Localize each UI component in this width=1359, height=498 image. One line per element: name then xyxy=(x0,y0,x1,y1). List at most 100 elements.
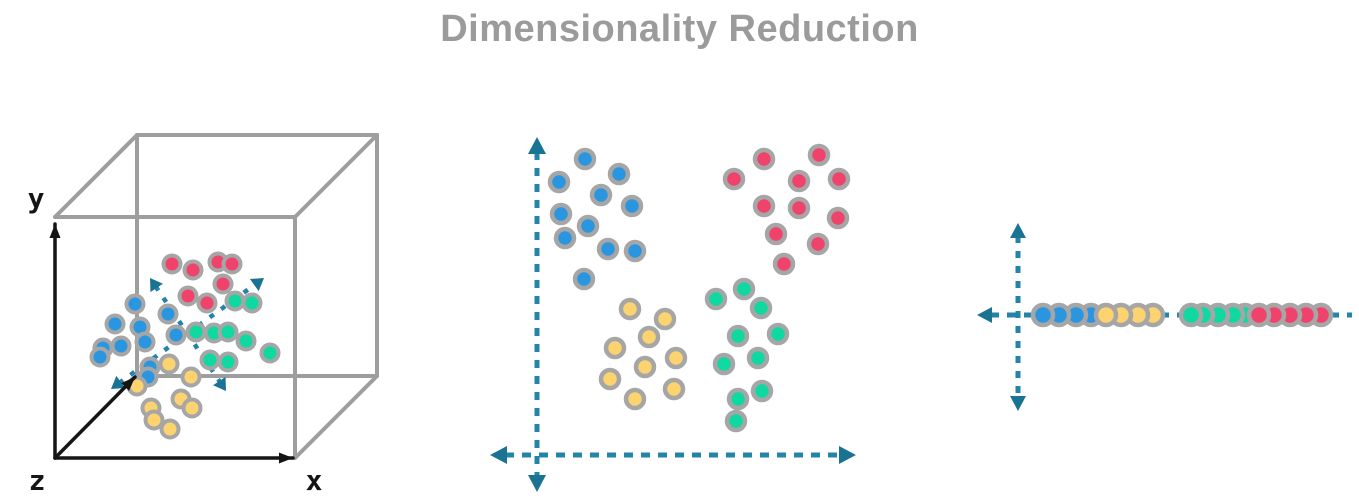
scatter2d-red-dot xyxy=(826,206,850,230)
scatter2d-red-dot xyxy=(787,196,811,220)
panel-3d-cube: y x z xyxy=(28,133,379,497)
scatter2d-green-dot xyxy=(704,287,728,311)
scatter2d-yellow-dot xyxy=(664,346,688,370)
scatter2d-blue-dot xyxy=(607,162,631,186)
scatter2d-red-dot xyxy=(807,143,831,167)
projection-arrow-1-arrowhead xyxy=(213,376,226,391)
projected-red-cluster xyxy=(1246,302,1334,328)
scatter2d-blue-dot xyxy=(589,183,613,207)
cube-green-dot xyxy=(185,321,207,343)
cube-red-dot xyxy=(161,253,183,275)
cube-red-dot xyxy=(221,253,243,275)
projected-yellow-dot xyxy=(1093,302,1119,328)
scatter2d-red-dot xyxy=(827,167,851,191)
cube-edge xyxy=(293,374,379,460)
scatter2d-yellow-dot xyxy=(633,355,657,379)
z-axis-arrowhead xyxy=(121,377,135,391)
cube-red-dot xyxy=(177,285,199,307)
scatter2d-yellow-dot xyxy=(637,325,661,349)
cube-red-dot xyxy=(182,259,204,281)
scatter2d-blue-cluster xyxy=(547,147,647,291)
cube-blue-dot xyxy=(89,346,111,368)
scatter-dots xyxy=(547,143,851,433)
scatter2d-yellow-dot xyxy=(662,377,686,401)
cube-edge xyxy=(53,133,139,219)
panel-2d-scatter xyxy=(490,137,856,492)
cube-blue-dot xyxy=(134,331,156,353)
scatter2d-blue-dot xyxy=(596,237,620,261)
scatter2d-green-cluster xyxy=(704,277,790,433)
cube-blue-dot xyxy=(110,335,132,357)
projected-dots xyxy=(1030,302,1334,328)
cube-blue-dot xyxy=(157,303,179,325)
cube-red-dot xyxy=(196,292,218,314)
projected-green-dot xyxy=(1178,302,1204,328)
x-axis-2d-arrowhead xyxy=(839,446,856,464)
cube-edge xyxy=(293,133,379,219)
y-axis-arrowhead xyxy=(49,224,61,238)
cube-red-dot xyxy=(212,273,234,295)
y-axis-2d-arrowhead xyxy=(528,475,546,492)
cube-green-cluster xyxy=(185,290,281,373)
axes-2d xyxy=(490,137,856,492)
projected-blue-cluster xyxy=(1030,302,1104,328)
scatter2d-yellow-dot xyxy=(653,307,677,331)
y-axis-label: y xyxy=(28,182,45,215)
cube-yellow-dot xyxy=(158,353,180,375)
cube-blue-dot xyxy=(104,313,126,335)
scatter2d-red-cluster xyxy=(722,143,851,276)
scatter2d-blue-dot xyxy=(623,239,647,263)
scatter2d-green-dot xyxy=(724,409,748,433)
scatter2d-yellow-dot xyxy=(623,387,647,411)
cube-yellow-dot xyxy=(180,366,202,388)
scatter2d-red-dot xyxy=(806,232,830,256)
scatter2d-green-dot xyxy=(750,379,774,403)
scatter2d-red-dot xyxy=(752,147,776,171)
x-axis-label: x xyxy=(306,464,323,497)
scatter2d-blue-dot xyxy=(573,147,597,171)
cube-yellow-cluster xyxy=(126,353,203,440)
cube-yellow-dot xyxy=(159,418,181,440)
x-axis-arrowhead xyxy=(279,452,293,464)
scatter2d-blue-dot xyxy=(547,170,571,194)
scatter2d-blue-dot xyxy=(549,202,573,226)
projection-arrow-1-arrowhead xyxy=(150,278,163,293)
x-axis-1d-arrowhead xyxy=(977,307,992,323)
projected-red-dot xyxy=(1246,302,1272,328)
cube-blue-dot xyxy=(124,293,146,315)
scatter2d-blue-dot xyxy=(576,214,600,238)
cube-green-dot xyxy=(217,351,239,373)
cube-yellow-dot xyxy=(143,409,165,431)
scatter2d-yellow-dot xyxy=(603,336,627,360)
cube-green-dot xyxy=(199,349,221,371)
cube-green-dot xyxy=(224,290,246,312)
cube-green-dot xyxy=(259,342,281,364)
scatter2d-red-dot xyxy=(772,252,796,276)
cube-axes: y x z xyxy=(28,182,323,497)
scatter2d-blue-dot xyxy=(620,194,644,218)
z-axis-label: z xyxy=(29,464,46,497)
scatter2d-green-dot xyxy=(749,296,773,320)
diagram-title: Dimensionality Reduction xyxy=(440,8,919,50)
scatter2d-green-dot xyxy=(726,387,750,411)
cube-wireframe xyxy=(53,133,379,460)
panel-1d-projection xyxy=(977,223,1352,411)
scatter2d-red-dot xyxy=(752,194,776,218)
cube-blue-cluster xyxy=(89,293,187,388)
scatter2d-blue-dot xyxy=(553,226,577,250)
projected-blue-dot xyxy=(1030,302,1056,328)
scatter2d-yellow-dot xyxy=(618,297,642,321)
cube-dots xyxy=(89,251,281,440)
cube-yellow-dot xyxy=(181,397,203,419)
z-axis-line xyxy=(53,375,137,460)
scatter2d-green-dot xyxy=(732,277,756,301)
scatter2d-red-dot xyxy=(722,167,746,191)
cube-red-cluster xyxy=(161,251,243,314)
scatter2d-yellow-dot xyxy=(598,367,622,391)
cube-green-dot xyxy=(241,292,263,314)
cube-green-dot xyxy=(217,321,239,343)
axes-1d xyxy=(977,223,1352,411)
projection-arrow-2-arrowhead xyxy=(249,278,264,292)
